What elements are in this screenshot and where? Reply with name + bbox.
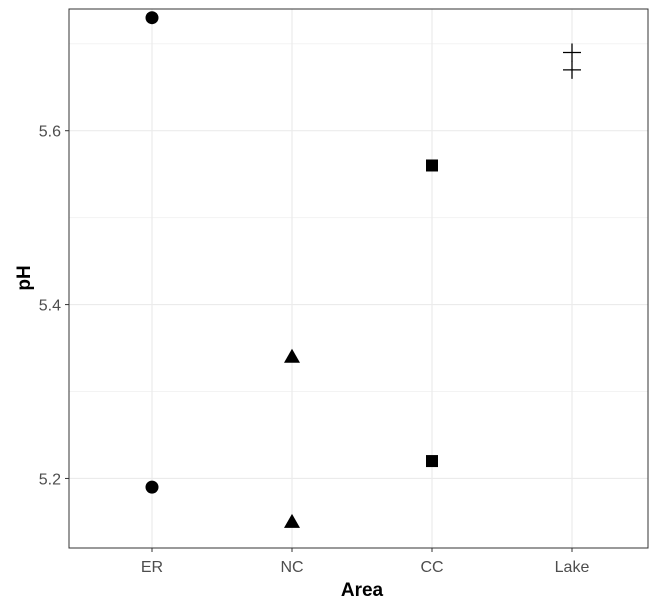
grid-lines [69,9,648,548]
data-point-circle [145,480,159,494]
data-point-square [426,455,438,468]
x-tick-label: ER [141,559,163,576]
y-axis-title: pH [14,265,35,290]
y-tick-label: 5.6 [39,124,61,141]
y-axis-ticks: 5.2 5.4 5.6 [39,124,69,488]
data-point-circle [145,11,159,25]
data-points [145,11,581,528]
data-point-cross [563,43,581,62]
data-point-cross [563,60,581,79]
y-tick-label: 5.4 [39,298,61,315]
y-tick-label: 5.2 [39,471,61,488]
data-point-triangle [284,348,300,363]
panel-border [68,8,649,549]
x-axis-ticks: ER NC CC Lake [141,548,590,576]
data-point-triangle [284,513,300,528]
x-tick-label: CC [420,559,443,576]
x-tick-label: Lake [555,559,590,576]
x-axis-title: Area [341,580,384,601]
x-tick-label: NC [280,559,303,576]
data-point-square [426,159,438,172]
